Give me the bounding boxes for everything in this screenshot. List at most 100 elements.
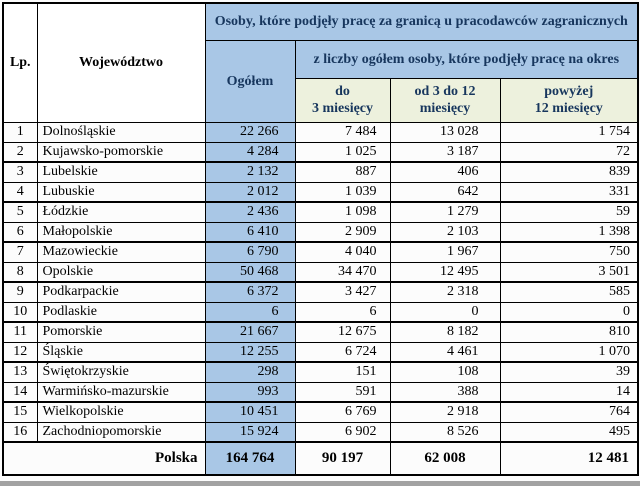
table-row: 4 Lubuskie 2 012 1 039 642 331 — [2, 181, 639, 203]
over-12-months-cell: 39 — [499, 361, 639, 383]
upto-3-months-cell: 6 769 — [294, 401, 391, 423]
3-to-12-months-cell: 8 182 — [389, 321, 501, 343]
upto-3-months-cell: 6 — [294, 301, 391, 323]
header-total: Ogółem — [204, 39, 296, 123]
voivodeship-cell: Podlaskie — [36, 301, 206, 323]
voivodeship-cell: Podkarpackie — [36, 281, 206, 303]
row-number-cell: 14 — [2, 381, 38, 403]
total-cell: 6 — [204, 301, 296, 323]
total-cell: 298 — [204, 361, 296, 383]
table-row: 12 Śląskie 12 255 6 724 4 461 1 070 — [2, 341, 639, 363]
table-row: 5 Łódzkie 2 436 1 098 1 279 59 — [2, 201, 639, 223]
voivodeship-cell: Mazowieckie — [36, 241, 206, 263]
upto-3-months-cell: 7 484 — [294, 121, 391, 143]
upto-3-months-cell: 3 427 — [294, 281, 391, 303]
total-cell: 21 667 — [204, 321, 296, 343]
table-row: 9 Podkarpackie 6 372 3 427 2 318 585 — [2, 281, 639, 303]
over-12-months-cell: 0 — [499, 301, 639, 323]
row-number-cell: 15 — [2, 401, 38, 423]
upto-3-months-cell: 2 909 — [294, 221, 391, 243]
row-number-cell: 3 — [2, 161, 38, 183]
total-cell: 2 436 — [204, 201, 296, 223]
table-row: 8 Opolskie 50 468 34 470 12 495 3 501 — [2, 261, 639, 283]
upto-3-months-cell: 1 039 — [294, 181, 391, 203]
over-12-months-cell: 331 — [499, 181, 639, 203]
3-to-12-months-cell: 8 526 — [389, 421, 501, 443]
3-to-12-months-cell: 2 103 — [389, 221, 501, 243]
table-row: 11 Pomorskie 21 667 12 675 8 182 810 — [2, 321, 639, 343]
total-row: Polska 164 764 90 197 62 008 12 481 — [2, 441, 639, 476]
header-col-3-to-12-months: od 3 do 12 miesięcy — [389, 77, 501, 123]
upto-3-months-cell: 34 470 — [294, 261, 391, 283]
header-row-periods: do 3 miesięcy od 3 do 12 miesięcy powyże… — [3, 77, 639, 123]
over-12-months-cell: 839 — [499, 161, 639, 183]
total-sum-cell: 164 764 — [204, 441, 296, 476]
over-12-months-cell: 1 754 — [499, 121, 639, 143]
row-number-cell: 9 — [2, 281, 38, 303]
table-row: 10 Podlaskie 6 6 0 0 — [2, 301, 639, 323]
over-12-months-cell: 1 070 — [499, 341, 639, 363]
total-cell: 50 468 — [204, 261, 296, 283]
3-to-12-months-cell: 406 — [389, 161, 501, 183]
row-number-cell: 11 — [2, 321, 38, 343]
total-cell: 6 790 — [204, 241, 296, 263]
3-to-12-months-sum-cell: 62 008 — [389, 441, 501, 476]
3-to-12-months-cell: 2 918 — [389, 401, 501, 423]
row-number-cell: 4 — [2, 181, 38, 203]
table-row: 14 Warmińsko-mazurskie 993 591 388 14 — [2, 381, 639, 403]
upto-3-months-cell: 12 675 — [294, 321, 391, 343]
row-number-cell: 12 — [2, 341, 38, 363]
row-number-cell: 1 — [2, 121, 38, 143]
voivodeship-cell: Dolnośląskie — [36, 121, 206, 143]
table-row: 13 Świętokrzyskie 298 151 108 39 — [2, 361, 639, 383]
upto-3-months-cell: 887 — [294, 161, 391, 183]
over-12-months-cell: 495 — [499, 421, 639, 443]
table-row: 6 Małopolskie 6 410 2 909 2 103 1 398 — [2, 221, 639, 243]
table-row: 15 Wielkopolskie 10 451 6 769 2 918 764 — [2, 401, 639, 423]
3-to-12-months-cell: 108 — [389, 361, 501, 383]
3-to-12-months-cell: 0 — [389, 301, 501, 323]
table-row: 2 Kujawsko-pomorskie 4 284 1 025 3 187 7… — [2, 141, 639, 163]
total-cell: 6 410 — [204, 221, 296, 243]
upto-3-months-cell: 1 025 — [294, 141, 391, 163]
3-to-12-months-cell: 12 495 — [389, 261, 501, 283]
upto-3-months-cell: 6 902 — [294, 421, 391, 443]
over-12-months-sum-cell: 12 481 — [499, 441, 639, 476]
total-cell: 10 451 — [204, 401, 296, 423]
total-label-cell: Polska — [2, 441, 206, 476]
header-col-over-12-months: powyżej 12 miesięcy — [499, 77, 639, 123]
over-12-months-cell: 810 — [499, 321, 639, 343]
scan-edge-strip — [0, 481, 640, 486]
total-cell: 15 924 — [204, 421, 296, 443]
voivodeship-cell: Wielkopolskie — [36, 401, 206, 423]
voivodeship-cell: Opolskie — [36, 261, 206, 283]
table-row: 1 Dolnośląskie 22 266 7 484 13 028 1 754 — [2, 121, 639, 143]
table-row: 16 Zachodniopomorskie 15 924 6 902 8 526… — [2, 421, 639, 443]
over-12-months-cell: 59 — [499, 201, 639, 223]
total-cell: 2 132 — [204, 161, 296, 183]
upto-3-months-cell: 151 — [294, 361, 391, 383]
voivodeship-cell: Świętokrzyskie — [36, 361, 206, 383]
header-subgroup-title: z liczby ogółem osoby, które podjęły pra… — [294, 39, 639, 79]
total-cell: 4 284 — [204, 141, 296, 163]
3-to-12-months-cell: 13 028 — [389, 121, 501, 143]
upto-3-months-cell: 1 098 — [294, 201, 391, 223]
row-number-cell: 10 — [2, 301, 38, 323]
total-cell: 993 — [204, 381, 296, 403]
voivodeship-cell: Śląskie — [36, 341, 206, 363]
header-lp: Lp. — [2, 2, 38, 123]
3-to-12-months-cell: 2 318 — [389, 281, 501, 303]
voivodeship-work-abroad-table: Lp. Województwo Osoby, które podjęły pra… — [2, 2, 640, 476]
total-cell: 22 266 — [204, 121, 296, 143]
voivodeship-cell: Lubuskie — [36, 181, 206, 203]
voivodeship-cell: Zachodniopomorskie — [36, 421, 206, 443]
total-cell: 12 255 — [204, 341, 296, 363]
table-row: 3 Lubelskie 2 132 887 406 839 — [2, 161, 639, 183]
total-cell: 2 012 — [204, 181, 296, 203]
row-number-cell: 6 — [2, 221, 38, 243]
row-number-cell: 2 — [2, 141, 38, 163]
header-row-group: Lp. Województwo Osoby, które podjęły pra… — [2, 2, 639, 123]
header-voivodeship: Województwo — [36, 2, 206, 123]
row-number-cell: 7 — [2, 241, 38, 263]
